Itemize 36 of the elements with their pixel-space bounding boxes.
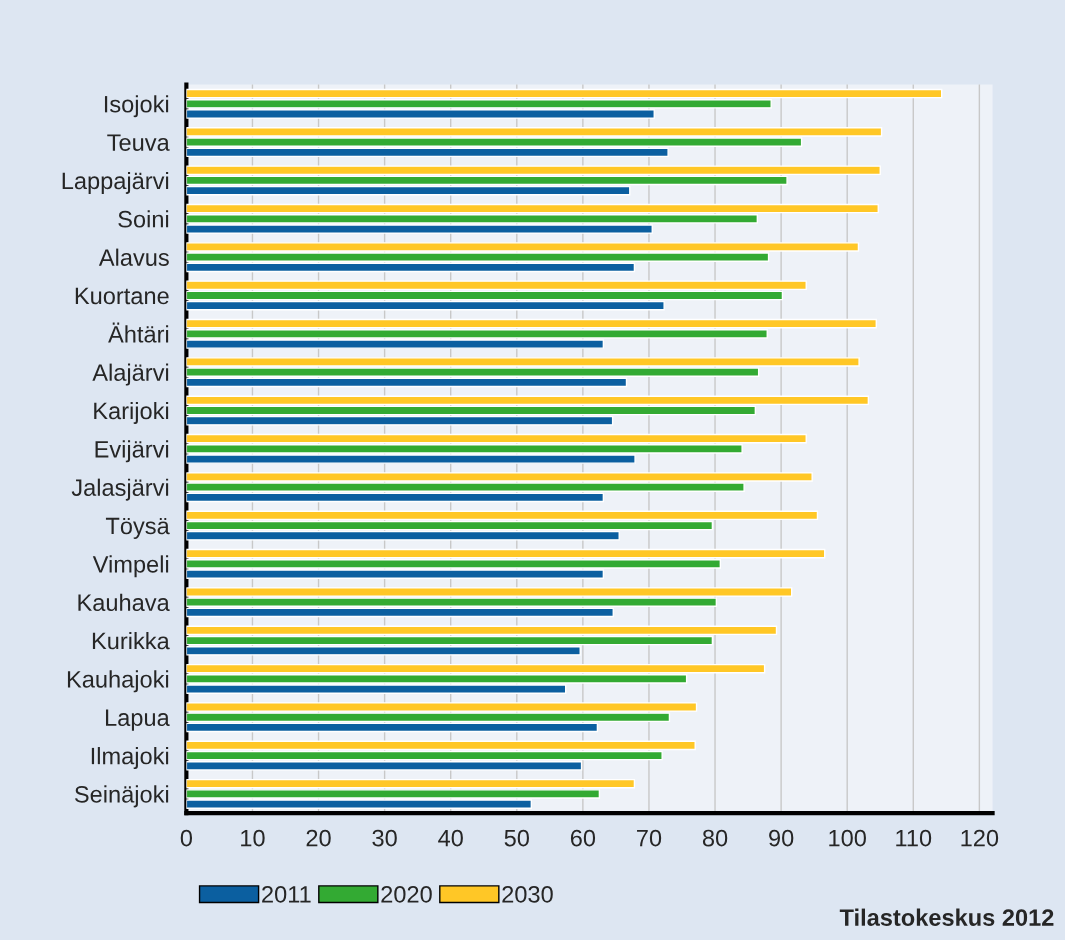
x-tick-label: 40	[438, 829, 463, 847]
y-tick-label: Lapua	[106, 709, 170, 731]
y-tick-label: Karijoki	[94, 401, 169, 424]
y-tick-label: Soini	[118, 210, 169, 228]
x-tick-label: 120	[961, 829, 999, 847]
x-tick-label: 90	[769, 829, 794, 847]
y-tick-label: Evijärvi	[95, 440, 169, 463]
x-tick-label: 20	[306, 829, 331, 847]
y-tick-label: Kuortane	[75, 287, 169, 305]
x-tick-label: 0	[180, 829, 193, 847]
y-tick-label: Lappajärvi	[62, 171, 169, 194]
legend-label: 2020	[381, 885, 432, 903]
x-tick-label: 100	[829, 829, 866, 847]
x-tick-label: 30	[372, 829, 397, 847]
y-tick-label: Töysä	[105, 517, 170, 539]
y-tick-label: Vimpeli	[92, 555, 169, 578]
y-tick-label: Kauhajoki	[67, 670, 169, 693]
x-tick-label: 60	[570, 829, 596, 847]
y-tick-label: Seinäjoki	[74, 785, 169, 808]
legend-label: 2011	[262, 885, 311, 903]
y-tick-label: Kurikka	[92, 632, 170, 650]
y-tick-label: Isojoki	[104, 95, 169, 118]
x-tick-label: 70	[637, 829, 662, 847]
y-tick-label: Jalasjärvi	[71, 478, 169, 501]
x-tick-label: 110	[896, 829, 932, 847]
x-tick-label: 80	[702, 829, 728, 847]
y-tick-label: Ilmajoki	[91, 747, 169, 770]
y-tick-label: Alajärvi	[92, 363, 169, 386]
y-tick-label: Ähtäri	[108, 322, 169, 343]
legend-label: 2030	[502, 885, 553, 903]
text: Tilastokeskus 2012	[839, 908, 1054, 926]
y-tick-label: Kauhava	[78, 593, 170, 612]
y-tick-label: Teuva	[107, 134, 170, 151]
y-tick-label: Alavus	[98, 248, 169, 266]
x-tick-label: 50	[504, 829, 529, 847]
x-tick-label: 10	[241, 829, 265, 847]
